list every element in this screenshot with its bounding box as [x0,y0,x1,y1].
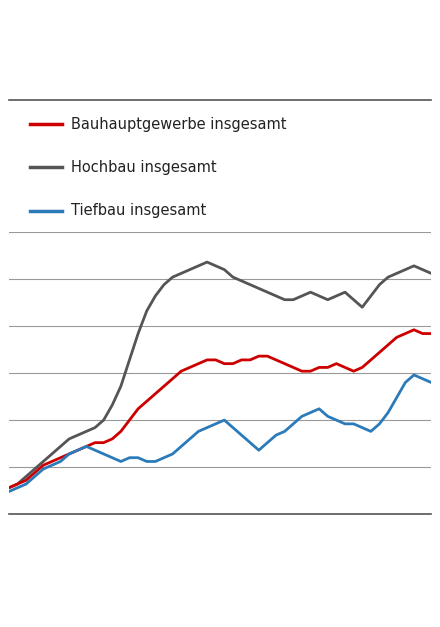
Text: Hochbau insgesamt: Hochbau insgesamt [70,160,216,175]
Text: Tiefbau insgesamt: Tiefbau insgesamt [70,203,206,218]
Text: Bauhauptgewerbe insgesamt: Bauhauptgewerbe insgesamt [70,117,286,132]
